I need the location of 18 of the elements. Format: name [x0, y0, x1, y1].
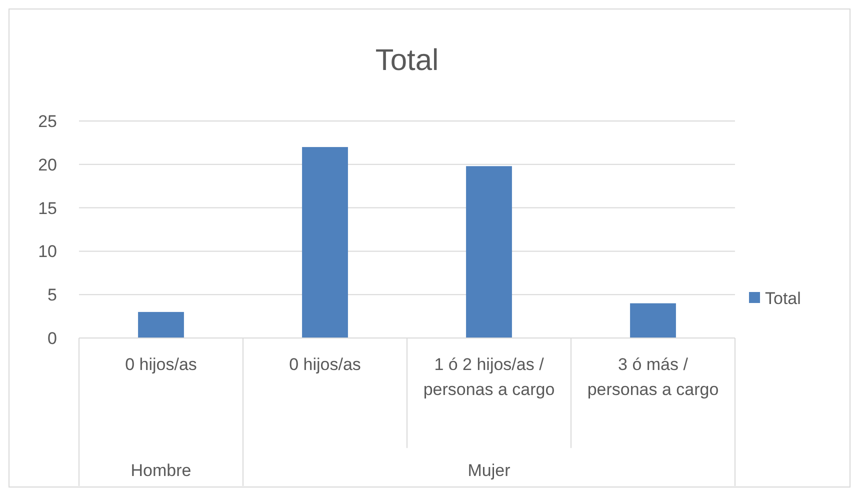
text: Mujer — [468, 461, 511, 480]
chart-title: Total — [375, 44, 439, 77]
text: Hombre — [130, 461, 192, 480]
y-tick-label: 0 — [48, 328, 57, 348]
y-tick-label: 15 — [38, 198, 57, 218]
y-tick-label: 20 — [38, 155, 57, 174]
legend-label: Total — [765, 288, 801, 308]
x-tick-label: 3 ó más / personas a cargo — [587, 355, 719, 399]
bar — [630, 303, 676, 338]
y-tick-label: 5 — [48, 286, 57, 305]
y-tick-label: 25 — [38, 112, 57, 131]
bar — [466, 166, 512, 338]
bar — [302, 147, 348, 338]
x-tick-label: 1 ó 2 hijos/as / personas a cargo — [423, 355, 555, 399]
bar — [138, 312, 184, 338]
y-tick-label: 10 — [38, 242, 57, 262]
x-tick-label: 0 hijos/as — [125, 355, 197, 374]
x-tick-label: 0 hijos/as — [289, 355, 361, 374]
